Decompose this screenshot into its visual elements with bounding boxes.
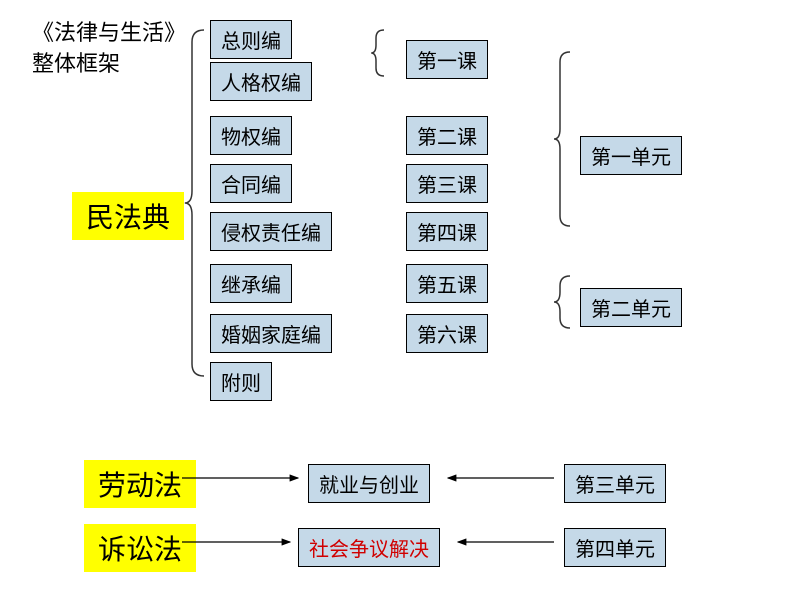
unit-box: 第四单元: [564, 528, 666, 567]
dispute-box: 社会争议解决: [298, 528, 440, 567]
chapter-box: 继承编: [210, 264, 292, 303]
chapter-box: 合同编: [210, 164, 292, 203]
framework-title: 《法律与生活》整体框架: [22, 14, 202, 84]
chapter-box: 物权编: [210, 116, 292, 155]
lesson-box: 第五课: [406, 264, 488, 303]
chapter-box: 总则编: [210, 20, 292, 59]
lesson-box: 第六课: [406, 314, 488, 353]
chapter-box: 附则: [210, 362, 272, 401]
unit-box: 第二单元: [580, 288, 682, 327]
lesson-box: 第三课: [406, 164, 488, 203]
chapter-box: 婚姻家庭编: [210, 314, 332, 353]
section-civil-code: 民法典: [72, 192, 184, 240]
section-litigation-law: 诉讼法: [84, 524, 196, 572]
chapter-box: 人格权编: [210, 62, 312, 101]
lesson-box: 第二课: [406, 116, 488, 155]
unit-box: 第一单元: [580, 136, 682, 175]
chapter-box: 侵权责任编: [210, 212, 332, 251]
lesson-box: 第一课: [406, 40, 488, 79]
employment-box: 就业与创业: [308, 464, 430, 503]
unit-box: 第三单元: [564, 464, 666, 503]
section-labor-law: 劳动法: [84, 460, 196, 508]
lesson-box: 第四课: [406, 212, 488, 251]
